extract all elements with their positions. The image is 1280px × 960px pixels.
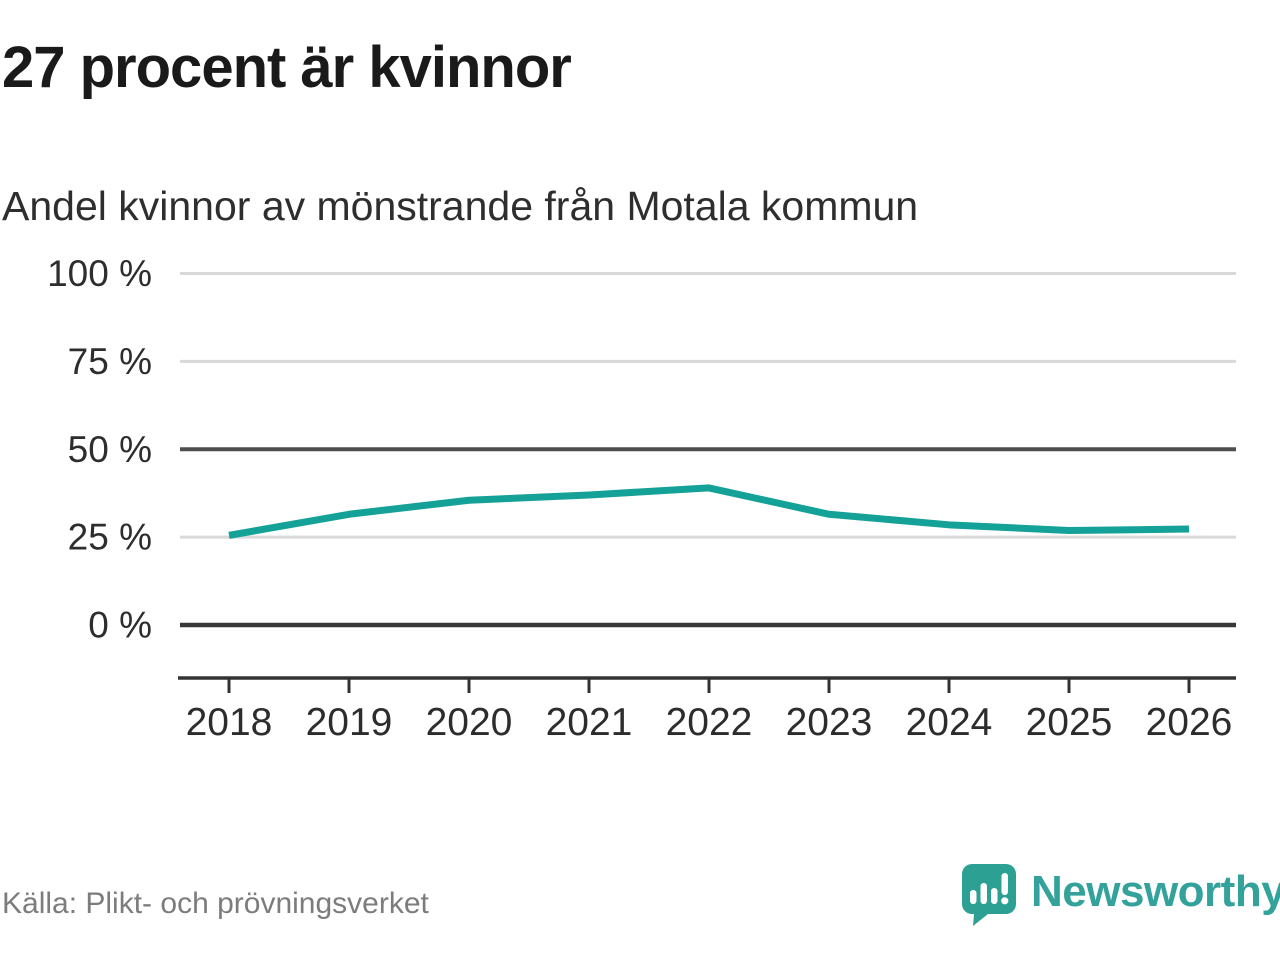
logo-exclamation-dot: [1001, 897, 1009, 905]
logo-bar-1: [970, 890, 977, 904]
newsworthy-logo-icon: [962, 864, 1016, 926]
x-tick-label-2023: 2023: [786, 701, 873, 744]
chart-subtitle: Andel kvinnor av mönstrande från Motala …: [2, 183, 919, 229]
newsworthy-wordmark: Newsworthy: [1031, 867, 1280, 916]
x-tick-label-2021: 2021: [546, 701, 633, 744]
logo-bar-3: [991, 888, 998, 904]
logo-bar-2: [980, 883, 987, 904]
x-tick-label-2019: 2019: [306, 701, 393, 744]
logo-exclamation-bar: [1001, 873, 1008, 895]
y-tick-label-100: 100 %: [47, 253, 152, 294]
y-tick-label-0: 0 %: [88, 605, 152, 646]
x-tick-label-2018: 2018: [186, 701, 273, 744]
data-line-andel-kvinnor-av-mönstrande: [228, 484, 1190, 539]
y-tick-label-75: 75 %: [68, 341, 152, 382]
x-tick-label-2025: 2025: [1026, 701, 1113, 744]
newsworthy-brand-link[interactable]: Newsworthy: [960, 862, 1280, 928]
x-tick-label-2020: 2020: [426, 701, 513, 744]
y-tick-label-25: 25 %: [68, 517, 152, 558]
y-tick-label-50: 50 %: [68, 429, 152, 470]
x-tick-label-2026: 2026: [1146, 701, 1233, 744]
chart-title: 27 procent är kvinnor: [2, 35, 572, 100]
source-note: Källa: Plikt- och prövningsverket: [2, 887, 429, 920]
x-tick-label-2022: 2022: [666, 701, 753, 744]
x-tick-label-2024: 2024: [906, 701, 993, 744]
